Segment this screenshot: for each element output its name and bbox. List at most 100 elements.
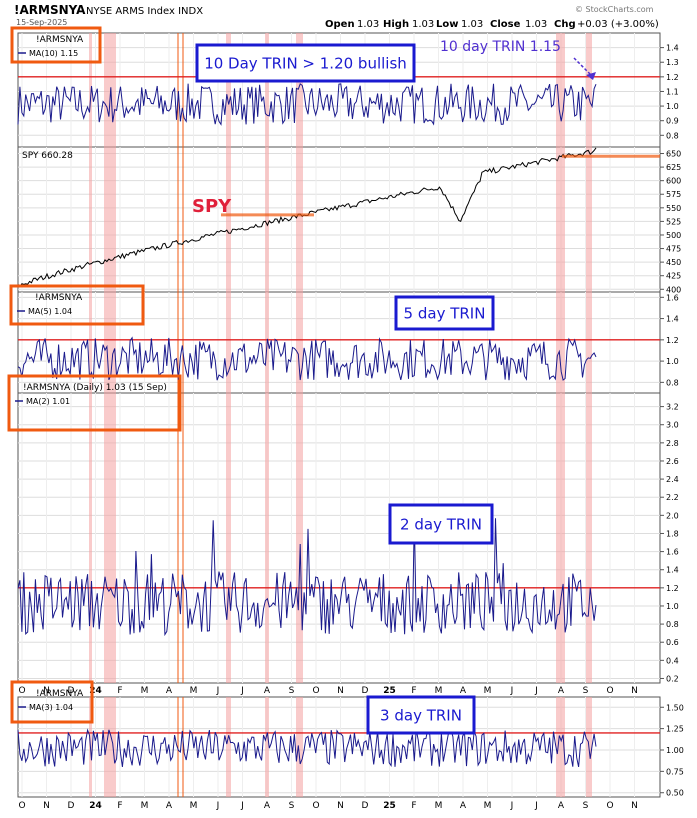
y-tick-label: 1.2	[666, 336, 679, 345]
month-label: M	[190, 801, 198, 811]
month-label: J	[534, 686, 538, 696]
y-tick-label: 475	[666, 245, 681, 254]
month-label: O	[18, 686, 25, 696]
month-label: A	[264, 801, 271, 811]
y-tick-label: 1.1	[666, 87, 679, 96]
highlight-band	[296, 147, 303, 292]
month-label: N	[337, 686, 344, 696]
y-tick-label: 600	[666, 177, 681, 186]
month-label: O	[606, 801, 613, 811]
y-tick-label: 1.4	[666, 566, 679, 575]
legend-title: !ARMSNYA	[36, 35, 84, 45]
y-tick-label: 625	[666, 163, 681, 172]
month-label: N	[631, 686, 638, 696]
month-label: S	[289, 801, 295, 811]
month-label: S	[289, 686, 295, 696]
highlight-band	[265, 697, 269, 797]
close-label: Close	[490, 19, 521, 30]
month-label: A	[558, 686, 565, 696]
spy-label: SPY	[192, 196, 232, 217]
month-label: N	[43, 686, 50, 696]
month-label: F	[411, 686, 416, 696]
panel-frame	[17, 392, 661, 684]
month-label: N	[631, 801, 638, 811]
highlight-band	[89, 147, 92, 292]
month-label: M	[435, 801, 443, 811]
month-label: J	[534, 801, 538, 811]
y-tick-label: 1.00	[666, 746, 684, 755]
highlight-bands	[89, 33, 592, 797]
callout-text: 10 Day TRIN > 1.20 bullish	[204, 54, 407, 72]
legend-highlight-box	[7, 374, 182, 432]
y-tick-label: 1.4	[666, 44, 679, 53]
highlight-band	[296, 33, 303, 147]
month-label: 25	[383, 801, 396, 811]
legend-title: !ARMSNYA	[36, 689, 84, 699]
y-tick-label: 0.50	[666, 789, 684, 798]
open-value: 1.03	[357, 19, 379, 30]
month-label: D	[362, 686, 369, 696]
y-tick-label: 3.2	[666, 403, 679, 412]
month-label: A	[460, 686, 467, 696]
highlight-band	[556, 147, 565, 292]
overlays: SPY SPY 660.28 !ARMSNYA MA(10) 1.15 !ARMSNYA…	[7, 26, 660, 768]
month-label: 24	[89, 686, 102, 696]
series-line-2-day	[17, 516, 597, 637]
highlight-band	[556, 33, 565, 147]
month-label: A	[166, 801, 173, 811]
callout-box	[366, 695, 476, 735]
month-axes: O N D 24 F M A M J J A S O N D 25 F M A M J J A S O N O N D 24 F M A M J J A…	[18, 686, 637, 811]
spy-legend: SPY 660.28	[22, 151, 73, 161]
highlight-band	[586, 147, 592, 292]
legend-highlight-box	[9, 284, 145, 326]
y-tick-label: 2.4	[666, 475, 679, 484]
highlight-band	[265, 393, 269, 683]
highlight-band	[226, 393, 231, 683]
y-tick-label: 0.4	[666, 656, 679, 665]
month-label: A	[558, 801, 565, 811]
chg-label: Chg	[554, 19, 576, 30]
y-tick-label: 1.6	[666, 293, 679, 302]
month-label: J	[240, 686, 244, 696]
highlight-band	[556, 697, 565, 797]
annotation-arrow	[573, 57, 594, 78]
low-label: Low	[436, 19, 458, 30]
series-line-5-day	[17, 336, 597, 381]
month-label: 25	[383, 686, 396, 696]
y-tick-label: 1.0	[666, 102, 679, 111]
header-name: NYSE ARMS Index INDX	[86, 6, 203, 17]
legend-series: MA(10) 1.15	[29, 49, 78, 58]
callout-box	[195, 43, 416, 83]
close-value: 1.03	[525, 19, 547, 30]
annotation-10day: 10 day TRIN 1.15	[440, 39, 561, 55]
y-tick-label: 550	[666, 204, 681, 213]
panel-frame	[17, 146, 661, 293]
month-label: M	[141, 801, 149, 811]
y-tick-label: 0.6	[666, 638, 679, 647]
y-tick-label: 1.50	[666, 703, 684, 712]
y-tick-label: 0.9	[666, 117, 679, 126]
highlight-band	[586, 33, 592, 147]
open-label: Open	[325, 19, 355, 30]
y-tick-label: 0.8	[666, 378, 679, 387]
low-value: 1.03	[461, 19, 483, 30]
chart-panels: 1.4 1.3 1.2 1.1 1.0 0.9 0.8 650 625 600 575 550 525 5…	[17, 32, 684, 798]
highlight-band	[226, 147, 231, 292]
legend-title: !ARMSNYA	[35, 293, 83, 303]
month-label: 24	[89, 801, 102, 811]
highlight-band	[104, 697, 116, 797]
legend-highlight-box	[10, 26, 102, 64]
month-label: J	[216, 686, 220, 696]
y-tick-label: 525	[666, 217, 681, 226]
y-tick-label: 1.2	[666, 73, 679, 82]
callout-text: 3 day TRIN	[380, 706, 462, 724]
month-label: F	[411, 801, 416, 811]
month-label: O	[312, 801, 319, 811]
y-tick-label: 3.0	[666, 421, 679, 430]
legend-series: MA(5) 1.04	[28, 307, 72, 316]
highlight-band	[104, 393, 116, 683]
callout-text: 5 day TRIN	[404, 304, 486, 322]
month-label: A	[264, 686, 271, 696]
highlight-band	[586, 292, 592, 393]
callout-text: 2 day TRIN	[400, 515, 482, 533]
